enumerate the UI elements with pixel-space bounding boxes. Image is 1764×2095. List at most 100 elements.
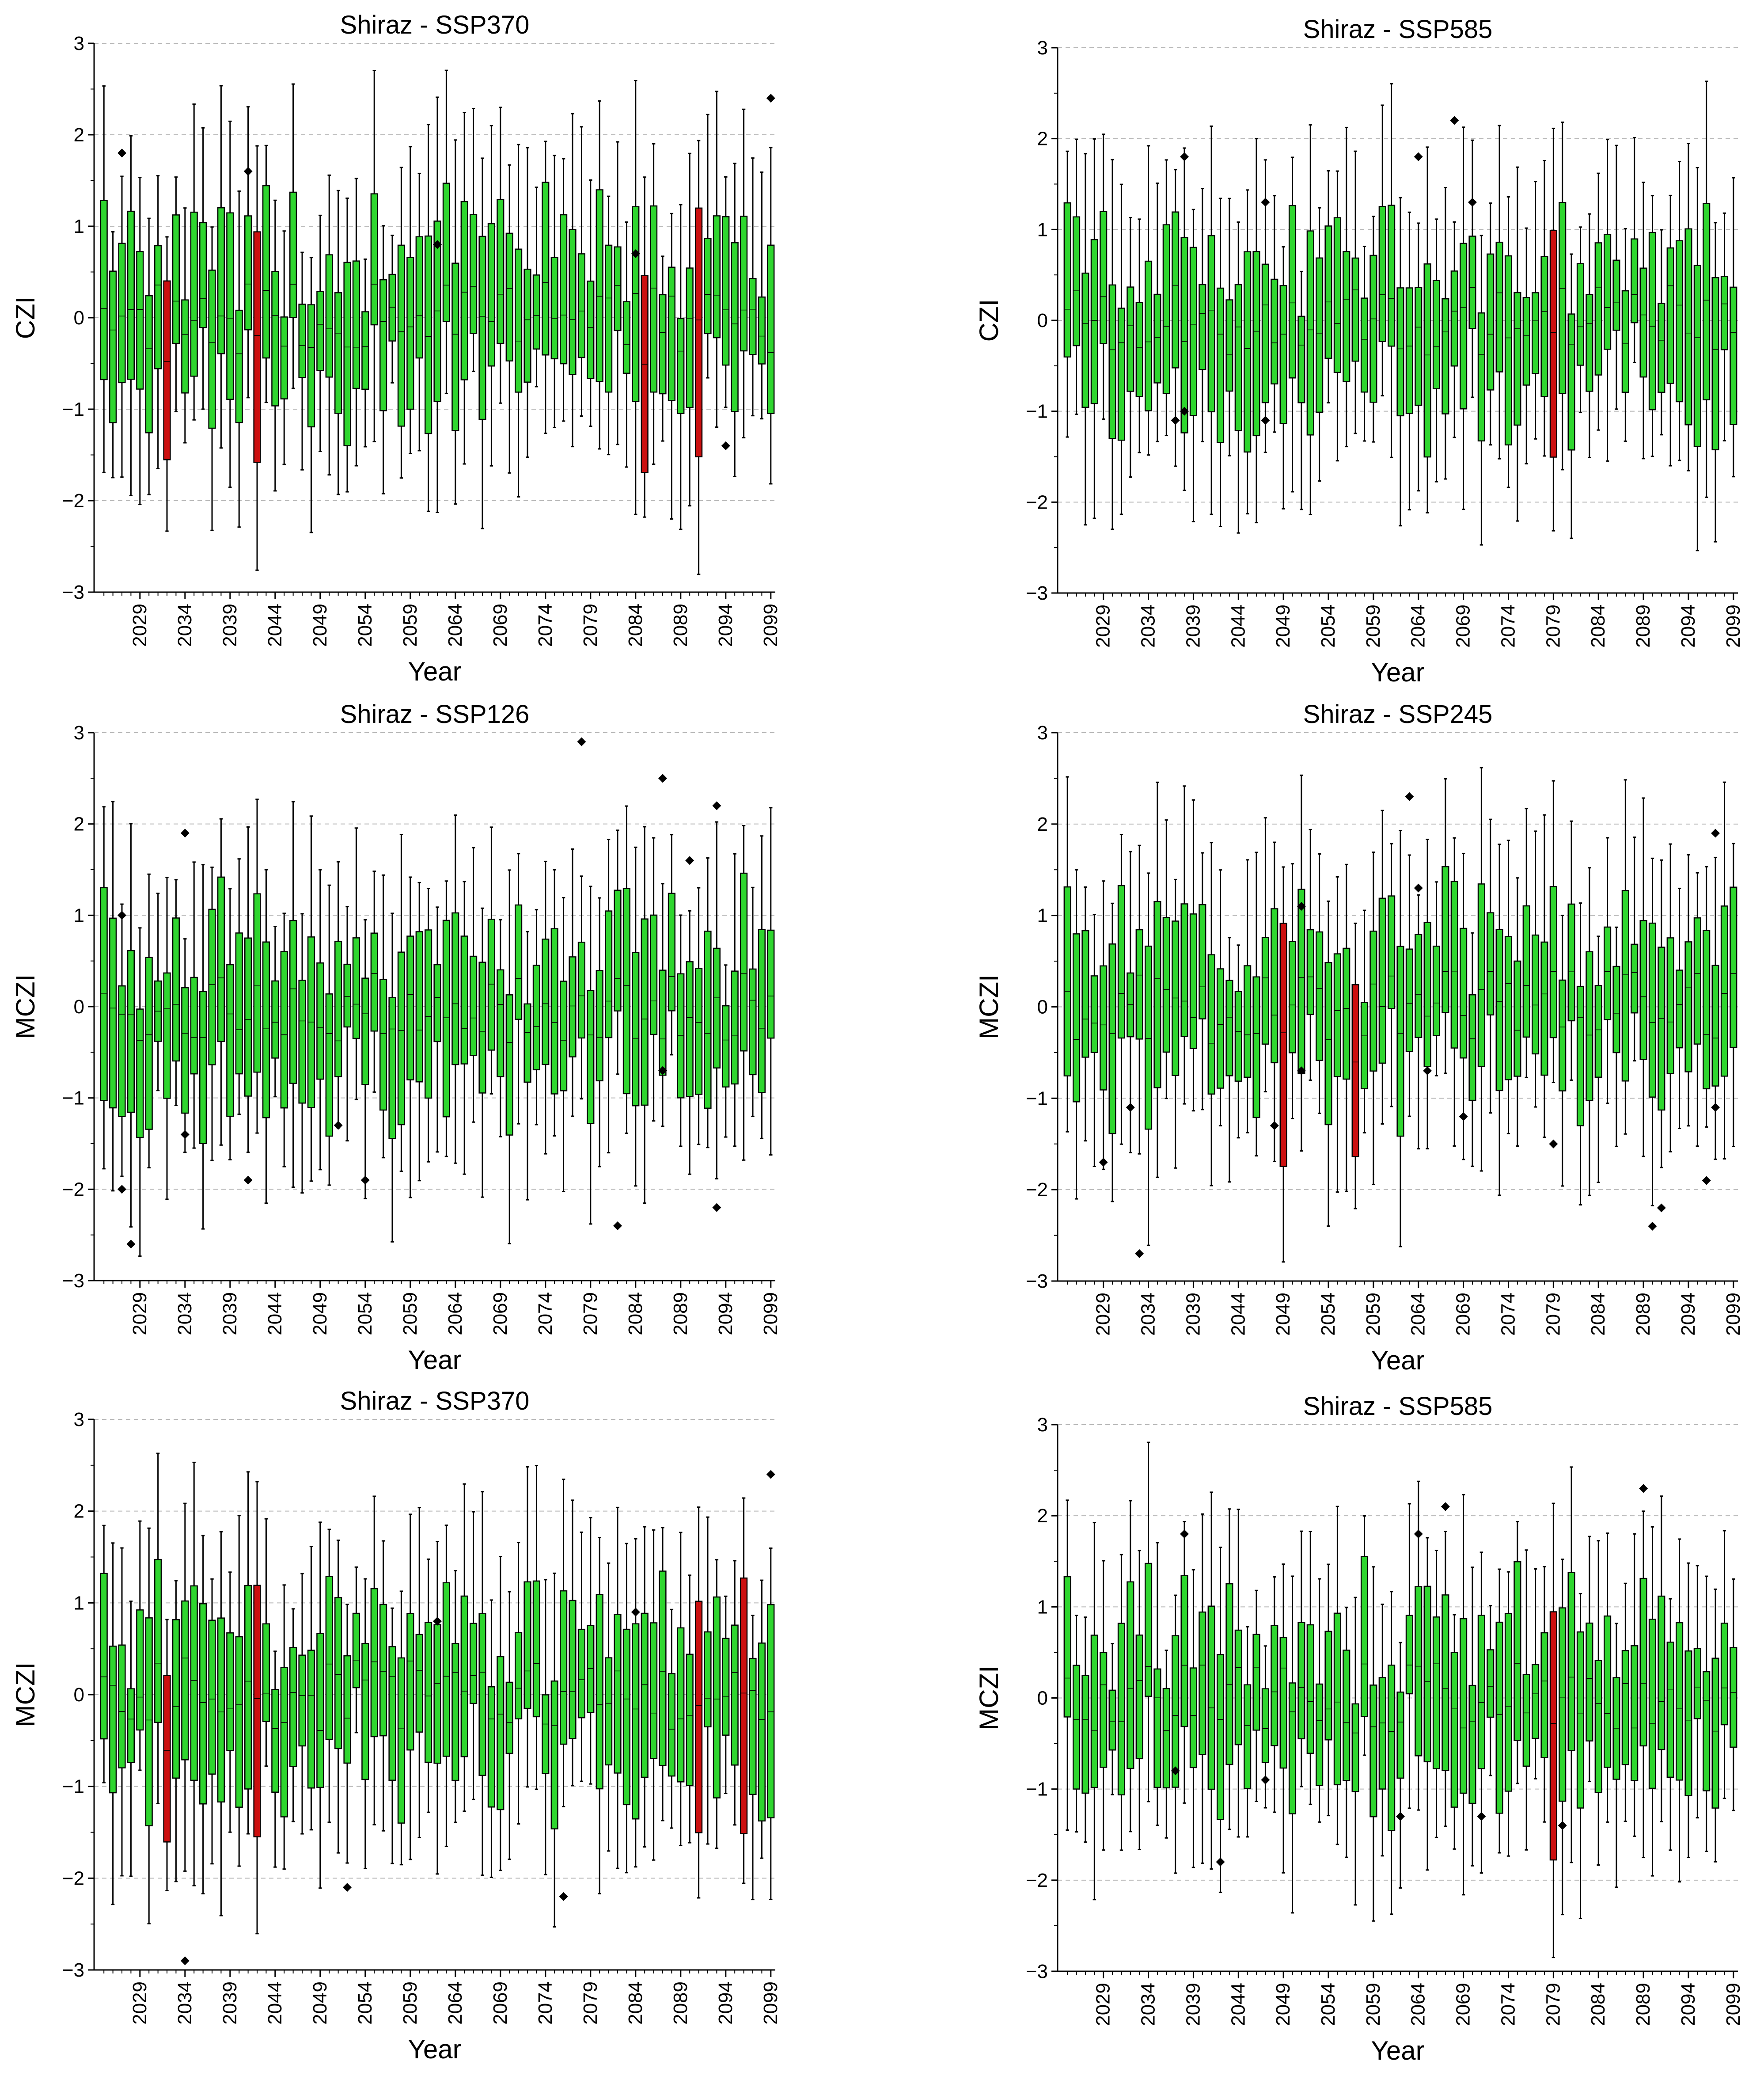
x-tick-label: 2054 bbox=[354, 1981, 376, 2025]
x-tick-label: 2054 bbox=[354, 604, 376, 647]
box-2063 bbox=[1405, 211, 1413, 511]
box-body bbox=[1423, 263, 1431, 458]
box-body bbox=[668, 893, 675, 1011]
box-2041 bbox=[244, 1471, 252, 1835]
box-2036 bbox=[199, 127, 207, 410]
box-2060 bbox=[415, 172, 423, 452]
box-2087 bbox=[1621, 1582, 1629, 1822]
box-2034 bbox=[181, 207, 189, 444]
x-tick-label: 2039 bbox=[219, 1292, 241, 1335]
y-axis-label: CZI bbox=[974, 299, 1004, 342]
box-2060 bbox=[1378, 104, 1386, 397]
box-body bbox=[1252, 251, 1260, 437]
box-2096 bbox=[1703, 80, 1711, 498]
box-2091 bbox=[1658, 229, 1665, 436]
box-2079 bbox=[587, 1517, 595, 1785]
outlier-point bbox=[631, 1608, 640, 1617]
box-body bbox=[470, 1623, 478, 1704]
box-body bbox=[1369, 930, 1377, 1072]
x-tick-label: 2069 bbox=[1453, 1983, 1474, 2026]
x-tick-label: 2064 bbox=[444, 1292, 466, 1335]
box-2080 bbox=[596, 897, 603, 1167]
box-2085 bbox=[1604, 837, 1612, 1104]
box-2055 bbox=[370, 69, 378, 442]
box-body bbox=[1297, 1622, 1305, 1740]
x-tick-label: 2044 bbox=[1227, 1293, 1249, 1336]
box-2033 bbox=[1135, 1550, 1143, 1850]
box-2059 bbox=[1369, 1566, 1377, 1922]
box-2049 bbox=[1279, 866, 1287, 1263]
box-2050 bbox=[1288, 156, 1297, 493]
box-2052 bbox=[1306, 124, 1314, 515]
outlier-point bbox=[360, 1175, 370, 1185]
box-2043 bbox=[1225, 937, 1233, 1183]
box-body bbox=[677, 1627, 685, 1783]
box-2091 bbox=[1658, 1495, 1665, 1822]
x-tick-label: 2044 bbox=[264, 1981, 286, 2025]
box-2057 bbox=[388, 235, 396, 384]
box-body bbox=[1333, 217, 1341, 373]
box-2043 bbox=[262, 869, 270, 1204]
box-2071 bbox=[1477, 235, 1485, 546]
x-tick-label: 2059 bbox=[399, 604, 421, 647]
box-2086 bbox=[1612, 1623, 1620, 1888]
box-2078 bbox=[1540, 814, 1548, 1138]
box-2077 bbox=[569, 113, 577, 448]
box-2097 bbox=[1711, 856, 1719, 1160]
box-body bbox=[1586, 1622, 1593, 1741]
box-body bbox=[713, 1596, 721, 1798]
outlier-point bbox=[1180, 152, 1189, 161]
box-2084 bbox=[632, 846, 640, 1187]
box-2051 bbox=[334, 1540, 342, 1854]
outlier-point bbox=[1468, 198, 1477, 207]
box-2030 bbox=[145, 217, 153, 495]
box-2043 bbox=[1225, 198, 1233, 456]
box-2080 bbox=[1559, 122, 1567, 471]
box-body bbox=[1675, 1622, 1684, 1781]
y-tick-label: 1 bbox=[1037, 1596, 1048, 1618]
box-2051 bbox=[334, 861, 342, 1129]
box-2056 bbox=[379, 225, 387, 494]
x-tick-label: 2034 bbox=[174, 1292, 196, 1335]
box-body bbox=[1648, 922, 1657, 1098]
box-body bbox=[1244, 1684, 1252, 1789]
box-body bbox=[289, 1647, 297, 1767]
box-body bbox=[199, 1603, 207, 1805]
box-body bbox=[298, 304, 306, 378]
box-2065 bbox=[1423, 1537, 1431, 1871]
box-2062 bbox=[433, 1541, 441, 1875]
box-2034 bbox=[1144, 145, 1153, 456]
box-body bbox=[316, 1633, 324, 1788]
box-2053 bbox=[1316, 853, 1324, 1114]
box-body bbox=[1244, 965, 1252, 1078]
box-2091 bbox=[695, 887, 703, 1145]
box-2028 bbox=[1090, 138, 1098, 519]
box-body bbox=[235, 1636, 243, 1808]
box-body bbox=[1343, 1650, 1351, 1781]
box-body bbox=[1297, 889, 1305, 1074]
box-2027 bbox=[1081, 886, 1089, 1142]
box-body bbox=[1072, 1665, 1081, 1790]
box-body bbox=[1586, 951, 1593, 1101]
box-body bbox=[136, 1008, 144, 1138]
box-2048 bbox=[307, 1546, 315, 1831]
chart-panel-4: −3 −2 −1 0 1 2 3 2029 2034 2039 2044 2049 2054 2059 20… bbox=[974, 700, 1744, 1375]
outlier-point bbox=[1180, 407, 1189, 416]
box-body bbox=[1153, 901, 1161, 1088]
box-body bbox=[217, 1617, 225, 1803]
box-body bbox=[208, 909, 216, 1065]
box-2046 bbox=[1252, 138, 1260, 524]
box-2094 bbox=[1684, 1562, 1692, 1858]
box-body bbox=[550, 1680, 558, 1829]
box-2039 bbox=[226, 1571, 234, 1833]
outlier-point bbox=[1639, 1484, 1648, 1493]
box-body bbox=[1567, 903, 1575, 1022]
box-body bbox=[208, 1620, 216, 1775]
box-2074 bbox=[542, 141, 550, 434]
box-2095 bbox=[731, 1560, 739, 1826]
box-body bbox=[1432, 945, 1441, 1036]
box-body bbox=[1199, 1611, 1206, 1755]
box-2067 bbox=[478, 907, 486, 1198]
box-body bbox=[1703, 1671, 1711, 1791]
